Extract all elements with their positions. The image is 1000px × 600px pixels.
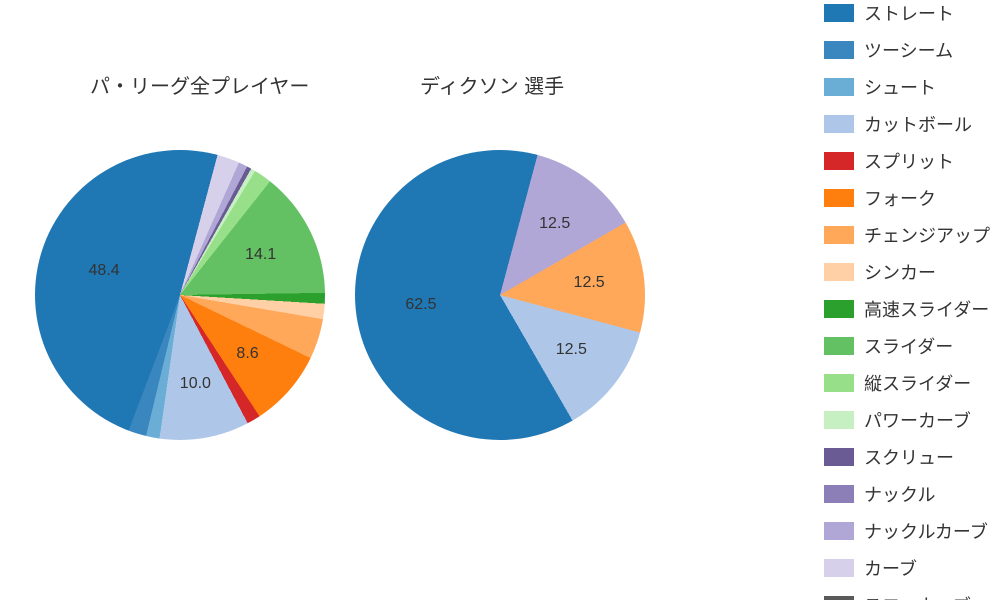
pie-disc-left — [35, 150, 325, 440]
legend-label: ツーシーム — [864, 37, 953, 63]
legend-swatch — [824, 337, 854, 355]
legend-swatch — [824, 596, 854, 600]
legend-swatch — [824, 522, 854, 540]
legend-item: カーブ — [824, 555, 990, 581]
legend-swatch — [824, 300, 854, 318]
legend-label: フォーク — [864, 185, 936, 211]
legend-label: ナックルカーブ — [864, 518, 988, 544]
legend-label: シンカー — [864, 259, 936, 285]
legend-label: 縦スライダー — [864, 370, 971, 396]
legend-item: スライダー — [824, 333, 990, 359]
legend-item: チェンジアップ — [824, 222, 990, 248]
legend-item: パワーカーブ — [824, 407, 990, 433]
chart-title-left: パ・リーグ全プレイヤー — [90, 70, 309, 99]
legend-swatch — [824, 411, 854, 429]
legend-swatch — [824, 189, 854, 207]
legend-swatch — [824, 41, 854, 59]
legend-item: スプリット — [824, 148, 990, 174]
legend-item: ナックル — [824, 481, 990, 507]
pie-slice-label: 10.0 — [180, 375, 211, 393]
legend-item: シュート — [824, 74, 990, 100]
legend-label: カーブ — [864, 555, 917, 581]
legend-swatch — [824, 485, 854, 503]
pie-chart-right: 62.5 12.5 12.5 12.5 — [355, 150, 645, 440]
chart-title-right: ディクソン 選手 — [420, 70, 564, 99]
pie-slice-label: 12.5 — [539, 215, 570, 233]
legend-item: シンカー — [824, 259, 990, 285]
legend-label: スローカーブ — [864, 592, 971, 600]
legend-item: 縦スライダー — [824, 370, 990, 396]
legend-swatch — [824, 559, 854, 577]
legend-item: ナックルカーブ — [824, 518, 990, 544]
legend-item: 高速スライダー — [824, 296, 990, 322]
legend-item: フォーク — [824, 185, 990, 211]
pie-slice-label: 48.4 — [89, 262, 120, 280]
legend-item: スクリュー — [824, 444, 990, 470]
legend-label: 高速スライダー — [864, 296, 989, 322]
legend-label: パワーカーブ — [864, 407, 971, 433]
legend-swatch — [824, 263, 854, 281]
pie-slice-label: 12.5 — [556, 341, 587, 359]
legend: ストレートツーシームシュートカットボールスプリットフォークチェンジアップシンカー… — [824, 0, 990, 600]
legend-item: ストレート — [824, 0, 990, 26]
pie-chart-left: 48.4 10.0 8.6 14.1 — [35, 150, 325, 440]
legend-label: ナックル — [864, 481, 935, 507]
legend-label: カットボール — [864, 111, 972, 137]
legend-swatch — [824, 374, 854, 392]
legend-swatch — [824, 226, 854, 244]
pie-slice-label: 12.5 — [574, 274, 605, 292]
legend-label: スライダー — [864, 333, 953, 359]
legend-swatch — [824, 78, 854, 96]
legend-label: スクリュー — [864, 444, 954, 470]
legend-swatch — [824, 152, 854, 170]
legend-label: チェンジアップ — [864, 222, 990, 248]
pie-slice-label: 14.1 — [245, 246, 276, 264]
legend-swatch — [824, 4, 854, 22]
legend-label: スプリット — [864, 148, 954, 174]
legend-item: スローカーブ — [824, 592, 990, 600]
legend-label: ストレート — [864, 0, 954, 26]
pie-slice-label: 62.5 — [405, 296, 436, 314]
legend-item: カットボール — [824, 111, 990, 137]
legend-item: ツーシーム — [824, 37, 990, 63]
pie-slice-label: 8.6 — [236, 345, 258, 363]
legend-label: シュート — [864, 74, 936, 100]
chart-container: パ・リーグ全プレイヤー 48.4 10.0 8.6 14.1 ディクソン 選手 62.… — [0, 0, 1000, 600]
pie-disc-right — [355, 150, 645, 440]
legend-swatch — [824, 115, 854, 133]
legend-swatch — [824, 448, 854, 466]
